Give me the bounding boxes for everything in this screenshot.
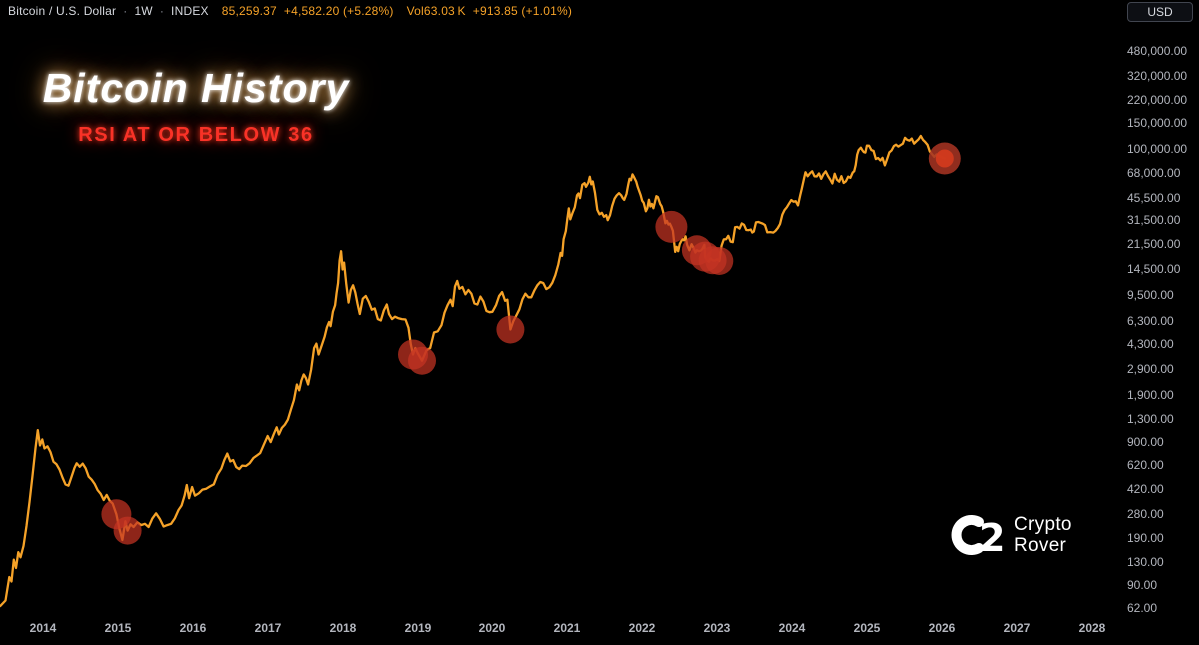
symbol-name[interactable]: Bitcoin / U.S. Dollar [8,4,117,18]
separator-dot: · [159,4,165,18]
time-axis-label: 2027 [1003,621,1031,635]
volume-label: Vol [406,4,424,18]
price-axis-label: 31,500.00 [1127,213,1181,227]
volume-group: Vol 63.03 K [407,4,466,18]
crypto-rover-logo-icon: 2 [951,515,1005,557]
last-price-marker-inner [935,149,954,168]
rsi-marker [655,210,688,243]
rsi-marker [705,247,734,275]
price-axis-label: 220,000.00 [1127,93,1188,107]
price-axis-label: 150,000.00 [1127,116,1188,130]
time-axis-label: 2018 [329,621,357,635]
time-axis-label: 2026 [928,621,956,635]
price-axis-label: 320,000.00 [1127,69,1188,83]
price-axis-label: 9,500.00 [1127,288,1174,302]
price-axis-label: 480,000.00 [1127,44,1188,58]
last-price: 85,259.37 [221,4,277,18]
time-axis-label: 2023 [703,621,731,635]
price-axis-label: 130.00 [1127,555,1164,569]
time-axis-label: 2016 [179,621,207,635]
price-axis-label: 90.00 [1127,578,1158,592]
time-axis-label: 2014 [29,621,57,635]
price-axis-label: 1,900.00 [1127,388,1174,402]
price-axis-label: 45,500.00 [1127,191,1181,205]
svg-text:2: 2 [979,516,1005,557]
time-axis-label: 2028 [1078,621,1106,635]
price-axis-label: 900.00 [1127,435,1164,449]
time-axis-label: 2015 [104,621,132,635]
time-axis-label: 2025 [853,621,881,635]
price-axis-label: 420.00 [1127,482,1164,496]
price-axis-label: 14,500.00 [1127,262,1181,276]
currency-button[interactable]: USD [1127,2,1193,22]
price-change: +4,582.20 (+5.28%) [283,4,394,18]
watermark-line1: Crypto [1014,513,1072,535]
price-axis-label: 6,300.00 [1127,314,1174,328]
price-axis-label: 4,300.00 [1127,337,1174,351]
price-line [0,134,946,608]
exchange-label: INDEX [171,4,209,18]
volume-change: +913.85 (+1.01%) [472,4,573,18]
rsi-marker [408,346,436,375]
timeframe-label[interactable]: 1W [134,4,153,18]
price-axis-label: 62.00 [1127,601,1158,615]
price-axis-label: 190.00 [1127,531,1164,545]
time-axis-label: 2024 [778,621,806,635]
time-axis-label: 2017 [254,621,282,635]
watermark-line2: Rover [1014,535,1067,556]
volume-value: 63.03 K [423,4,466,18]
rsi-marker-group [101,142,961,545]
time-axis-label: 2021 [553,621,581,635]
watermark-text: Crypto Rover [1014,514,1072,557]
price-axis-label: 2,900.00 [1127,362,1174,376]
time-axis-label: 2022 [628,621,656,635]
price-axis-label: 68,000.00 [1127,166,1181,180]
symbol-header: Bitcoin / U.S. Dollar · 1W · INDEX 85,25… [8,4,572,18]
rsi-marker [496,315,525,344]
separator-dot: · [123,4,128,18]
price-axis-label: 100,000.00 [1127,142,1188,156]
rsi-marker [113,516,142,545]
price-axis-label: 1,300.00 [1127,412,1174,426]
time-axis-label: 2020 [478,621,506,635]
time-axis-label: 2019 [404,621,432,635]
price-axis-label: 280.00 [1127,507,1164,521]
watermark: 2 Crypto Rover [949,513,1072,557]
price-axis-label: 21,500.00 [1127,237,1181,251]
price-axis-label: 620.00 [1127,458,1164,472]
